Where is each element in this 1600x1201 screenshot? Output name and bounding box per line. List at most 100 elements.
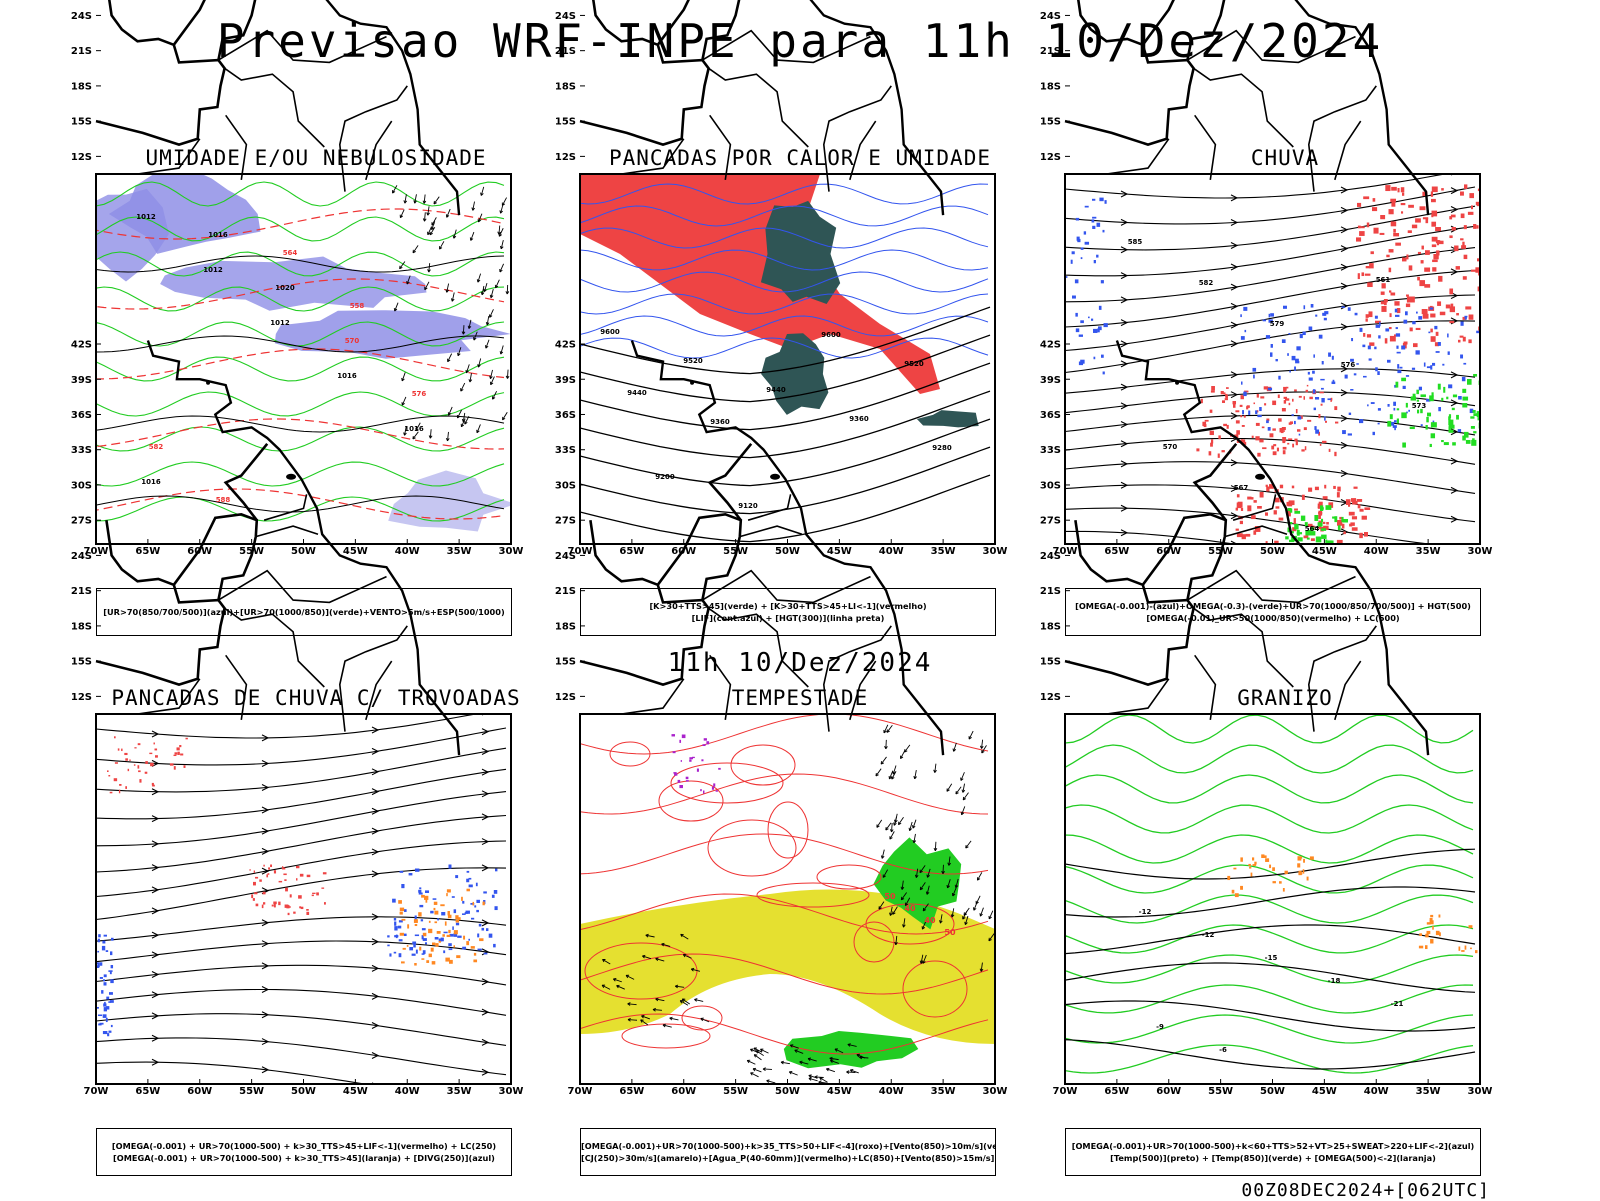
panel-title: TEMPESTADE [550,686,1050,710]
lon-tick-label: 60W [671,1086,696,1097]
contour-label: -6 [1219,1046,1227,1054]
lagoon [286,474,296,480]
lon-tick-label: 55W [239,1086,264,1097]
contour-label: 567 [1234,484,1249,492]
lat-tick-label: 30S [71,480,92,491]
legend-line-1: [OMEGA(-0.001)+UR>70(1000-500)+k>35_TTS>… [581,1140,995,1152]
map-umidade: 1012101210121016101610161016102057057658… [66,174,566,579]
panel-title: PANCADAS DE CHUVA C/ TROVOADAS [66,686,566,710]
lat-tick-label: 30S [555,480,576,491]
lon-tick-label: 65W [619,1086,644,1097]
contour-label: 9520 [683,357,703,365]
lat-tick-label: 24S [555,11,576,22]
lat-tick-label: 18S [1040,81,1061,92]
lat-tick-label: 18S [555,621,576,632]
legend-line-1: [UR>70(850/700/500)](azul)+[UR>70(1000/8… [97,606,511,618]
lon-tick-label: 65W [135,1086,160,1097]
contour-label: 9120 [738,502,758,510]
lon-tick-label: 40W [395,1086,420,1097]
legend-line-1: [K>30+TTS>45](verde) + [K>30+TTS>45+LI<-… [581,600,995,612]
legend-line-2: [LIF](cont.azul) + [HGT(300)](linha pret… [581,612,995,624]
panel-title: GRANIZO [1035,686,1535,710]
lon-tick-label: 45W [827,546,852,557]
legend-line-2: [Temp(500)](preto) + [Temp(850)](verde) … [1066,1152,1480,1164]
lon-tick-label: 45W [827,1086,852,1097]
lat-tick-label: 36S [555,410,576,421]
lon-tick-label: 65W [1104,546,1129,557]
border-line [340,86,408,192]
lon-tick-label: 60W [1156,1086,1181,1097]
panel-title: PANCADAS POR CALOR E UMIDADE [550,146,1050,170]
legend-line-1: [OMEGA(-0.001) + UR>70(1000-500) + k>30_… [97,1140,511,1152]
contour-label: 9440 [766,386,786,394]
lat-tick-label: 18S [71,81,92,92]
lon-tick-label: 30W [983,546,1008,557]
contour-label: -18 [1328,977,1341,985]
lon-tick-label: 40W [1364,546,1389,557]
lon-tick-label: 40W [879,1086,904,1097]
legend-line-2: [OMEGA(-0.01)_UR>50(1000/850)(vermelho) … [1066,612,1480,624]
lat-tick-label: 12S [555,152,576,163]
contour-label: 579 [1270,320,1285,328]
lon-tick-label: 30W [499,1086,524,1097]
lat-tick-label: 24S [1040,551,1061,562]
lat-tick-label: 15S [71,117,92,128]
contour-label: -9 [1156,1023,1164,1031]
contour-label: 40 [924,916,936,925]
lat-tick-label: 12S [71,692,92,703]
lat-tick-label: 27S [1040,516,1061,527]
main-title: Previsao WRF-INPE para 11h 10/Dez/2024 [0,14,1600,68]
lon-tick-label: 35W [447,546,472,557]
lon-tick-label: 45W [343,1086,368,1097]
contour-label: 561 [1376,276,1391,284]
lon-tick-label: 30W [499,546,524,557]
lat-tick-label: 42S [555,340,576,351]
panel-legend: [UR>70(850/700/500)](azul)+[UR>70(1000/8… [96,588,512,636]
lon-tick-label: 65W [135,546,160,557]
contour-label: 570 [1163,443,1178,451]
legend-line-1: [OMEGA(-0.001)+UR>70(1000-500)+k<60+TTS>… [1066,1140,1480,1152]
lat-tick-label: 18S [555,81,576,92]
lon-tick-label: 50W [775,1086,800,1097]
lon-tick-label: 55W [723,1086,748,1097]
map-chuva: 58558257957657357056756456112S15S18S21S2… [1035,174,1535,579]
contour-label: 576 [412,390,427,398]
lat-tick-label: 27S [555,516,576,527]
map-pancadas-calor: 9600952094409360928092009120960095209440… [550,174,1050,579]
contour-label: 588 [216,496,231,504]
lon-tick-label: 30W [1468,1086,1493,1097]
lat-tick-label: 18S [1040,621,1061,632]
contour-label: 9440 [627,389,647,397]
lat-tick-label: 24S [555,551,576,562]
contour-label: 573 [1412,402,1427,410]
lat-tick-label: 12S [1040,152,1061,163]
contour-label: 564 [283,249,298,257]
contour-label: 558 [350,302,365,310]
contour-label: 9360 [849,415,869,423]
panel-title: CHUVA [1035,146,1535,170]
lat-tick-label: 39S [1040,375,1061,386]
contour-label: 9280 [932,444,952,452]
lon-tick-label: 55W [1208,1086,1233,1097]
contour-label: -15 [1265,954,1278,962]
lagoon [1255,474,1265,480]
lon-tick-label: 45W [343,546,368,557]
lat-tick-label: 21S [71,586,92,597]
lat-tick-label: 33S [71,445,92,456]
contour-label: 1012 [203,266,223,274]
contour-label: -21 [1391,1000,1404,1008]
lon-tick-label: 50W [1260,1086,1285,1097]
lat-tick-label: 42S [1040,340,1061,351]
lon-tick-label: 45W [1312,546,1337,557]
lat-tick-label: 15S [555,117,576,128]
contour-label: 50 [944,928,956,937]
lat-tick-label: 15S [555,657,576,668]
lon-tick-label: 30W [983,1086,1008,1097]
contour-label: 9600 [600,328,620,336]
lat-tick-label: 15S [71,657,92,668]
map-granizo: -12-12-15-18-21-9-612S15S18S21S24S27S30S… [1035,714,1535,1119]
contour-label: -12 [1139,908,1152,916]
